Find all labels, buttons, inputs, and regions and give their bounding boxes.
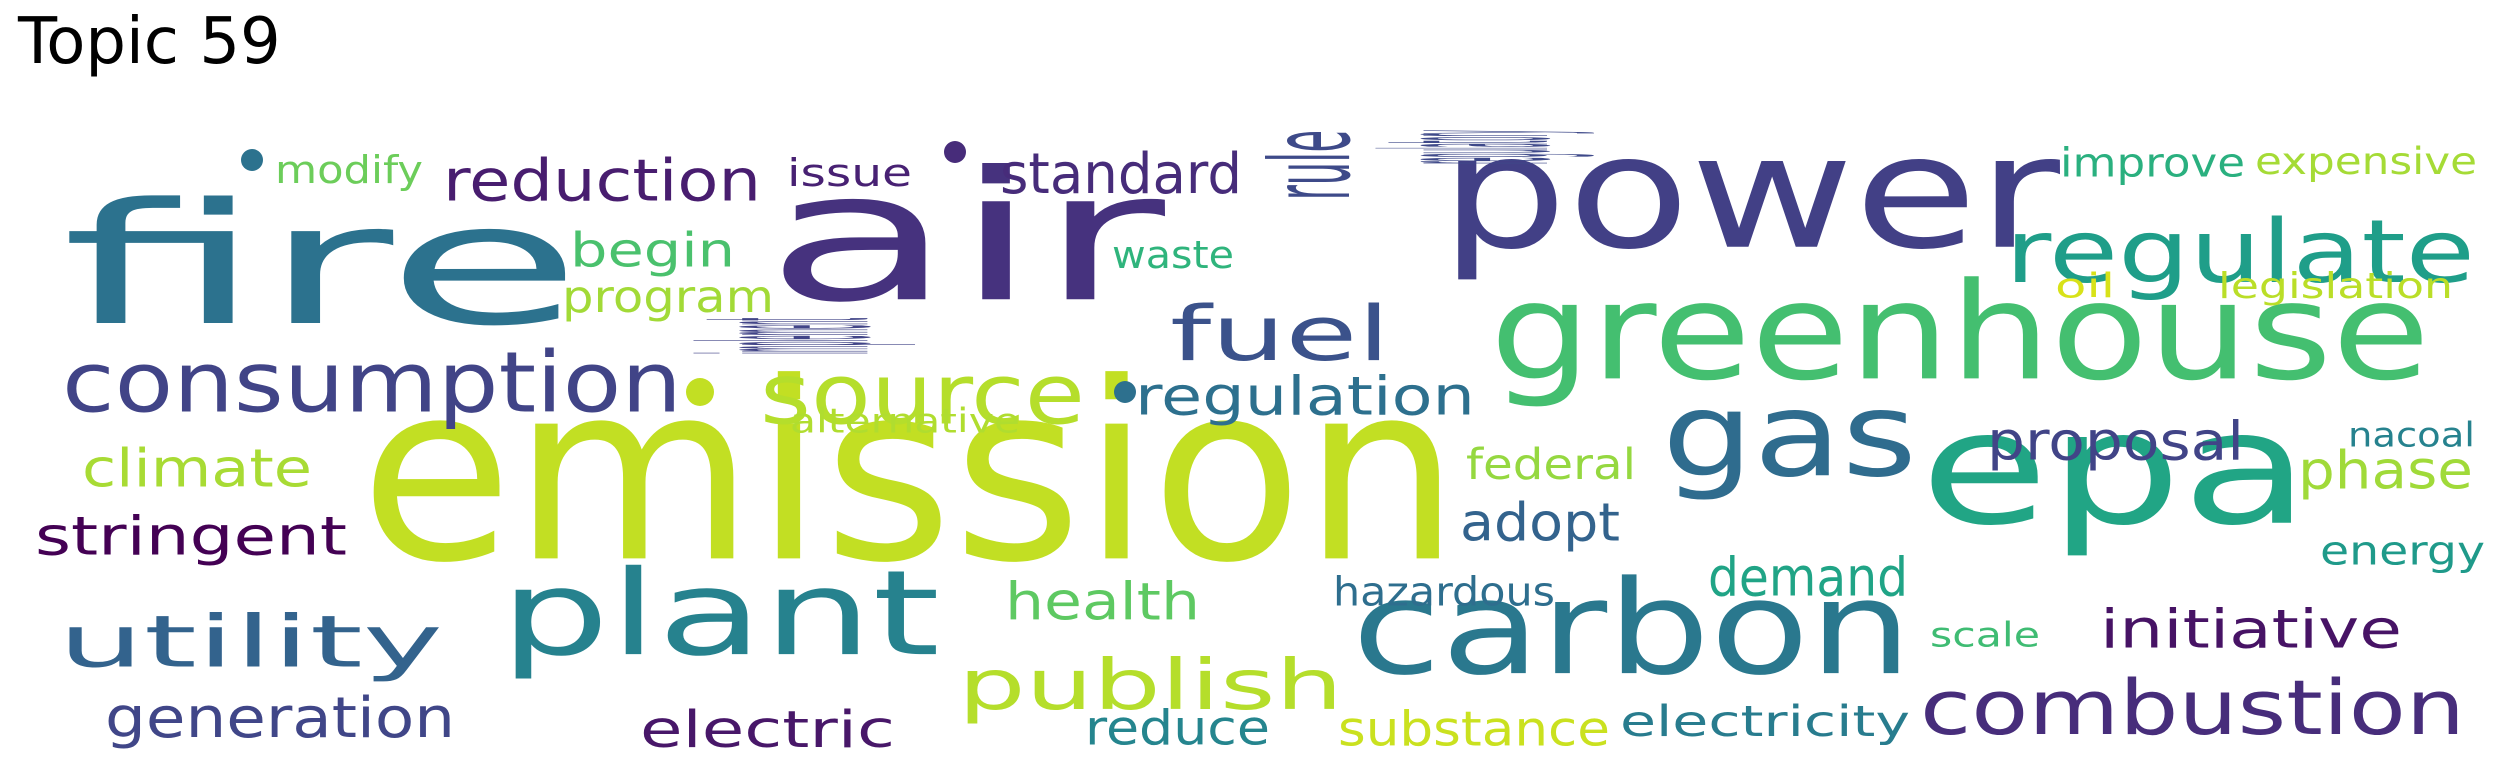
word-federal: federal <box>1466 440 1636 490</box>
word-issue: issue <box>787 151 912 195</box>
word-regulate: regulate <box>2005 201 2475 303</box>
word-electricity: electricity <box>1620 697 1910 747</box>
word-improve: improve <box>2060 140 2245 187</box>
word-legislation: legislation <box>2218 266 2453 307</box>
word-gas: gas <box>1662 368 1917 503</box>
word-emission: emission <box>360 330 1460 617</box>
word-hazardous: hazardous <box>1333 569 1555 616</box>
word-fire: fire <box>62 167 582 363</box>
word-reduce: reduce <box>1085 700 1270 756</box>
word-regulation: regulation <box>1135 364 1475 427</box>
word-energy: energy <box>2320 528 2485 575</box>
figure-title: Topic 59 <box>18 5 281 79</box>
glyph-dot <box>241 149 263 171</box>
word-stringent: stringent <box>35 504 347 567</box>
word-nacoal: nacoal <box>2348 416 2475 455</box>
word-fuel: fuel <box>1170 289 1390 378</box>
word-substance: substance <box>1338 701 1610 757</box>
word-proposal: proposal <box>1987 409 2244 472</box>
word-combustion: combustion <box>1920 663 2465 752</box>
word-alternative: alternative <box>790 402 1020 441</box>
word-source: source <box>760 346 1085 444</box>
word-generation: generation <box>105 686 455 751</box>
word-epa: epa <box>1920 377 2310 560</box>
word-initiative: initiative <box>2100 597 2402 660</box>
word-waste: waste <box>1112 233 1234 277</box>
word-consumption: consumption <box>62 334 682 432</box>
word-phase: phase <box>2298 441 2473 502</box>
word-air: air <box>765 134 1166 342</box>
glyph-dot <box>944 141 966 163</box>
word-climate: climate <box>82 439 312 500</box>
word-program: program <box>562 270 774 323</box>
word-oil: oil <box>2055 267 2115 306</box>
word-carbon: carbon <box>1352 552 1912 704</box>
word-demand: demand <box>1708 545 1908 608</box>
word-adopt: adopt <box>1460 493 1620 554</box>
glyph-dot <box>686 378 714 406</box>
word-regulatory: regulatory <box>1338 130 1601 164</box>
word-publish: publish <box>958 646 1343 726</box>
word-utility: utility <box>58 600 443 684</box>
word-implement: implement <box>655 318 921 354</box>
word-health: health <box>1005 573 1200 633</box>
word-reduction: reduction <box>443 147 761 215</box>
glyph-dot <box>1114 381 1136 403</box>
word-greenhouse: greenhouse <box>1490 253 2430 410</box>
word-scale: scale <box>1930 616 2040 655</box>
word-rule: rule <box>1248 130 1376 200</box>
word-power: power <box>1440 101 2061 284</box>
word-electric: electric <box>640 700 895 759</box>
word-plant: plant <box>500 545 940 682</box>
word-modify: modify <box>275 148 423 192</box>
word-expensive: expensive <box>2255 140 2477 183</box>
word-standard: standard <box>1000 142 1242 207</box>
word-begin: begin <box>570 223 735 278</box>
